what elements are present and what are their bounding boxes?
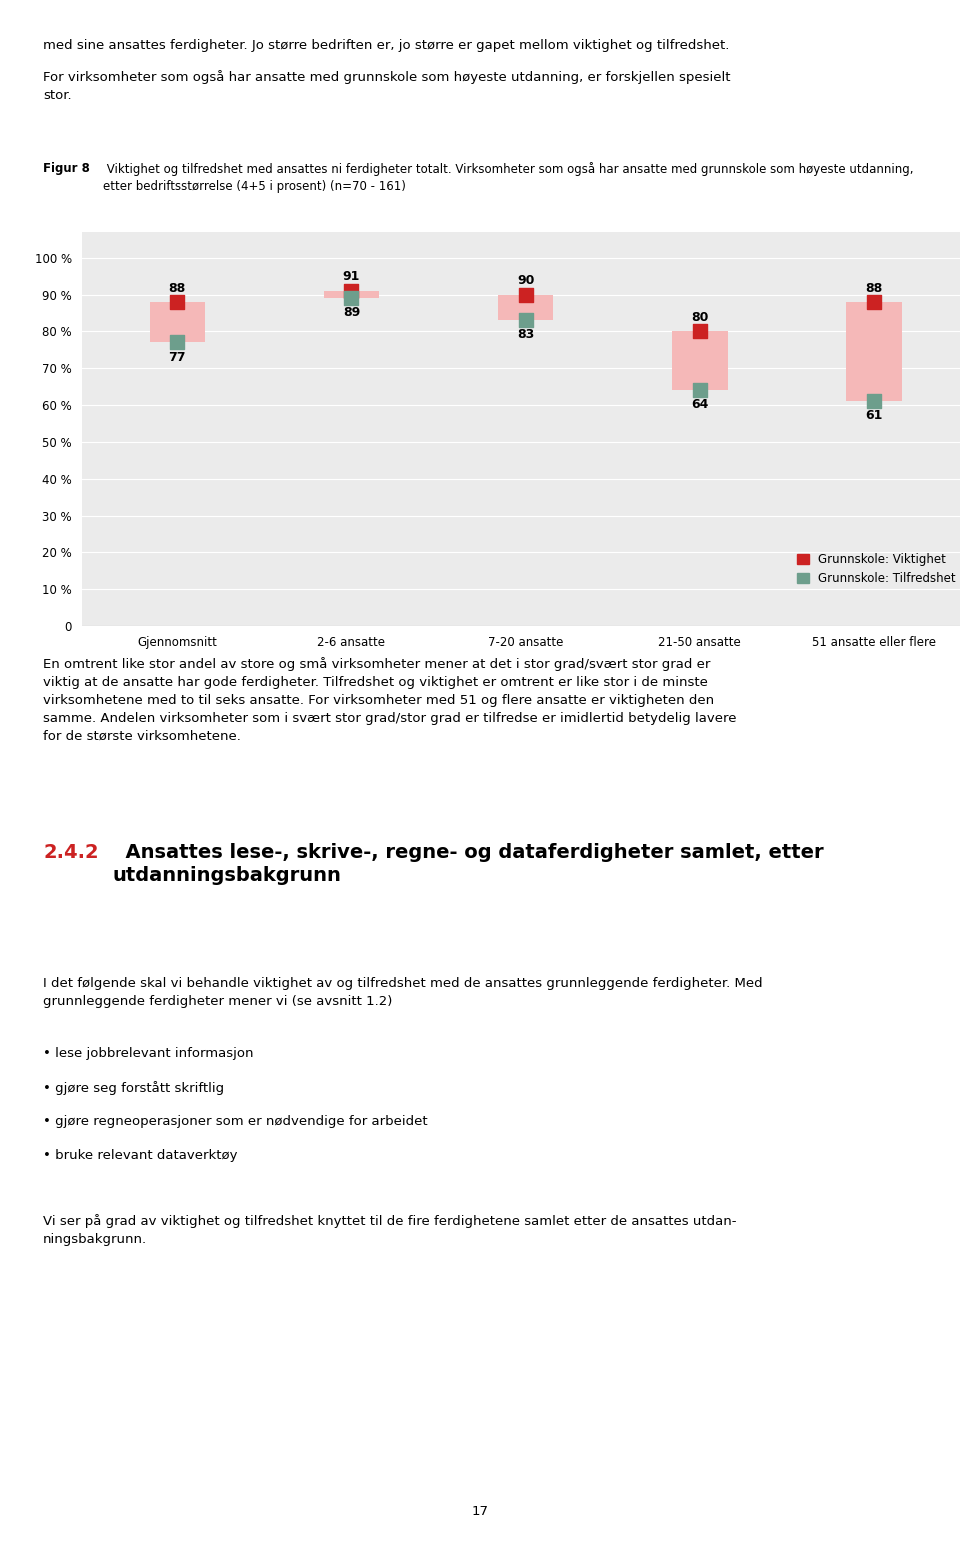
Bar xyxy=(324,291,379,298)
Text: • gjøre seg forstått skriftlig: • gjøre seg forstått skriftlig xyxy=(43,1081,225,1095)
Text: • gjøre regneoperasjoner som er nødvendige for arbeidet: • gjøre regneoperasjoner som er nødvendi… xyxy=(43,1115,428,1127)
Text: For virksomheter som også har ansatte med grunnskole som høyeste utdanning, er f: For virksomheter som også har ansatte me… xyxy=(43,70,731,102)
Point xyxy=(344,286,359,311)
Point xyxy=(170,289,185,314)
Bar xyxy=(497,295,554,320)
Point xyxy=(170,329,185,354)
Legend: Grunnskole: Viktighet, Grunnskole: Tilfredshet: Grunnskole: Viktighet, Grunnskole: Tilfr… xyxy=(793,550,959,589)
Text: Figur 8: Figur 8 xyxy=(43,162,90,175)
Point xyxy=(518,308,534,332)
Text: 61: 61 xyxy=(865,410,882,422)
Text: med sine ansattes ferdigheter. Jo større bedriften er, jo større er gapet mellom: med sine ansattes ferdigheter. Jo større… xyxy=(43,39,730,51)
Text: 64: 64 xyxy=(691,399,708,411)
Text: 88: 88 xyxy=(169,281,186,295)
Text: Viktighet og tilfredshet med ansattes ni ferdigheter totalt. Virksomheter som og: Viktighet og tilfredshet med ansattes ni… xyxy=(103,162,913,193)
Point xyxy=(344,278,359,303)
Text: Vi ser på grad av viktighet og tilfredshet knyttet til de fire ferdighetene saml: Vi ser på grad av viktighet og tilfredsh… xyxy=(43,1214,736,1246)
Text: 91: 91 xyxy=(343,271,360,283)
Bar xyxy=(672,331,728,390)
Text: En omtrent like stor andel av store og små virksomheter mener at det i stor grad: En omtrent like stor andel av store og s… xyxy=(43,657,736,744)
Text: 17: 17 xyxy=(471,1506,489,1518)
Text: 80: 80 xyxy=(691,311,708,325)
Bar xyxy=(846,301,901,402)
Point xyxy=(518,283,534,308)
Text: 83: 83 xyxy=(517,328,534,342)
Point xyxy=(866,390,881,414)
Text: 89: 89 xyxy=(343,306,360,320)
Text: • bruke relevant dataverktøy: • bruke relevant dataverktøy xyxy=(43,1149,238,1161)
Text: Ansattes lese-, skrive-, regne- og dataferdigheter samlet, etter
utdanningsbakgr: Ansattes lese-, skrive-, regne- og dataf… xyxy=(112,843,824,884)
Text: 2.4.2: 2.4.2 xyxy=(43,843,99,861)
Point xyxy=(866,289,881,314)
Point xyxy=(692,318,708,343)
Text: 88: 88 xyxy=(865,281,882,295)
Text: 90: 90 xyxy=(516,274,535,288)
Text: I det følgende skal vi behandle viktighet av og tilfredshet med de ansattes grun: I det følgende skal vi behandle viktighe… xyxy=(43,977,763,1008)
Point xyxy=(692,377,708,402)
Text: 77: 77 xyxy=(169,351,186,363)
Bar xyxy=(150,301,205,342)
Text: • lese jobbrelevant informasjon: • lese jobbrelevant informasjon xyxy=(43,1047,253,1059)
